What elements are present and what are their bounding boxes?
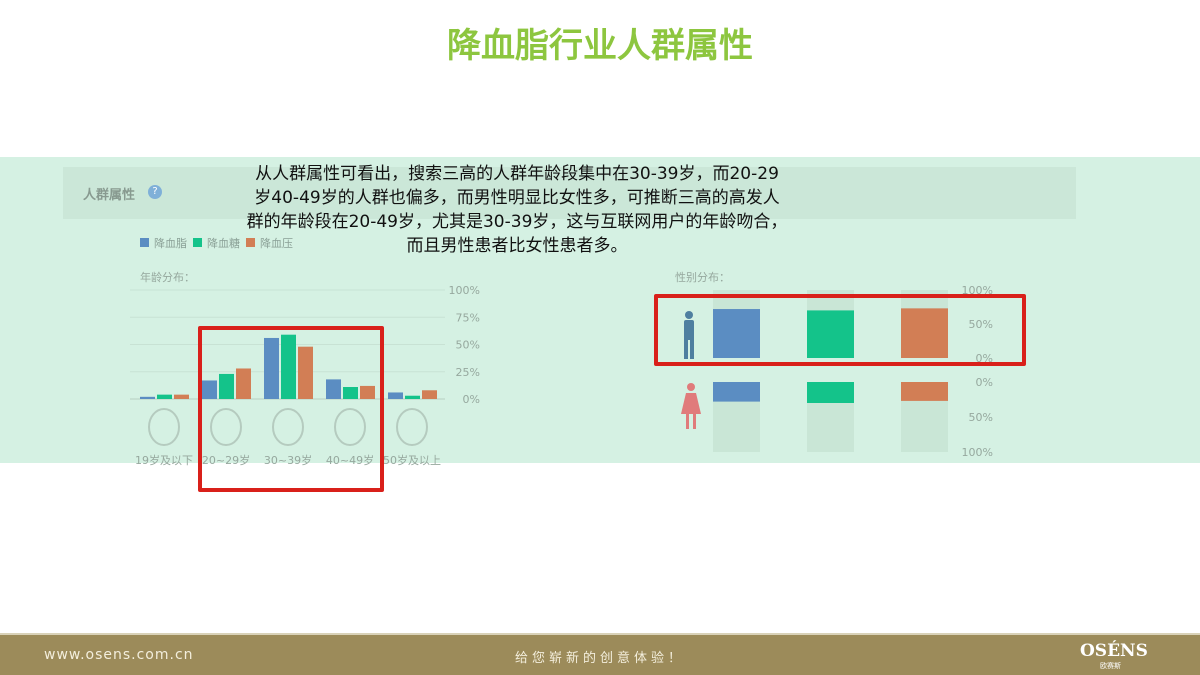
legend-swatch — [193, 238, 202, 247]
legend-item[interactable]: 降血糖 — [193, 235, 240, 251]
footer: www.osens.com.cn 给您崭新的创意体验！ OSÉNS 欧赛斯 — [0, 633, 1200, 675]
legend-swatch — [246, 238, 255, 247]
age-chart-title: 年龄分布： — [140, 271, 195, 284]
y-tick-label: 75% — [456, 311, 480, 324]
footer-slogan: 给您崭新的创意体验！ — [514, 651, 685, 666]
x-tick-label: 40~49岁 — [326, 453, 374, 467]
legend: 降血脂 降血糖 降血压 — [140, 235, 293, 251]
y-tick-label: 50% — [969, 318, 993, 331]
male-icon — [690, 336, 694, 359]
y-tick-label: 50% — [456, 339, 480, 352]
bar-降血糖 — [157, 394, 172, 399]
question-circle-icon[interactable]: ? — [148, 185, 162, 199]
male-bar-降血脂 — [713, 309, 760, 358]
male-icon — [684, 336, 688, 359]
young-man-face-icon — [210, 408, 242, 446]
male-bar-降血糖 — [807, 310, 854, 358]
bar-降血脂 — [140, 396, 155, 399]
footer-url[interactable]: www.osens.com.cn — [44, 647, 194, 663]
glasses-man-face-icon — [272, 408, 304, 446]
para-line: 岁40-49岁的人群也偏多，而男性明显比女性多，可推断三高的高发人 — [254, 188, 780, 208]
bar-降血压 — [236, 368, 251, 399]
legend-item[interactable]: 降血压 — [246, 235, 293, 251]
y-tick-label: 100% — [449, 284, 480, 297]
bar-降血脂 — [388, 392, 403, 399]
x-tick-label: 50岁及以上 — [383, 453, 441, 467]
bar-降血压 — [174, 394, 189, 399]
highlight-box-male — [654, 294, 1026, 366]
female-icon — [681, 393, 701, 414]
legend-label: 降血糖 — [207, 237, 240, 250]
slide-title: 降血脂行业人群属性 — [447, 26, 753, 66]
panel-header — [63, 167, 1076, 219]
female-bar-降血脂 — [713, 382, 760, 402]
female-icon — [693, 413, 696, 429]
y-tick-label: 100% — [962, 446, 993, 459]
x-tick-label: 19岁及以下 — [135, 453, 193, 467]
y-tick-label: 0% — [976, 376, 993, 389]
female-icon — [686, 413, 689, 429]
brand-logo-sub: 欧赛斯 — [1100, 662, 1121, 670]
x-tick-label: 30~39岁 — [264, 453, 312, 467]
y-tick-label: 0% — [976, 352, 993, 365]
bar-降血压 — [298, 346, 313, 399]
female-bar-降血糖 — [807, 382, 854, 403]
panel-label: 人群属性 — [83, 188, 136, 203]
summary-paragraph: 从人群属性可看出，搜索三高的人群年龄段集中在30-39岁，而20-29 岁40-… — [200, 162, 834, 258]
elderly-face-icon — [396, 408, 428, 446]
bar-降血脂 — [202, 380, 217, 399]
bar-降血压 — [360, 385, 375, 399]
male-icon — [685, 311, 693, 319]
para-line: 从人群属性可看出，搜索三高的人群年龄段集中在30-39岁，而20-29 — [255, 164, 779, 184]
legend-label: 降血脂 — [154, 237, 187, 250]
bar-降血糖 — [281, 334, 296, 399]
female-icon — [687, 383, 695, 391]
highlight-box-age — [198, 326, 384, 492]
child-face-icon — [148, 408, 180, 446]
y-tick-label: 0% — [463, 393, 480, 406]
bar-降血压 — [422, 390, 437, 399]
mustache-man-face-icon — [334, 408, 366, 446]
y-tick-label: 25% — [456, 366, 480, 379]
female-bar-降血压 — [901, 382, 948, 401]
bar-降血糖 — [343, 387, 358, 399]
bar-降血脂 — [264, 337, 279, 399]
legend-item[interactable]: 降血脂 — [140, 235, 187, 251]
x-tick-label: 20~29岁 — [202, 453, 250, 467]
bar-降血脂 — [326, 379, 341, 399]
y-tick-label: 100% — [962, 284, 993, 297]
bar-降血糖 — [219, 373, 234, 399]
brand-logo: OSÉNS — [1080, 641, 1148, 661]
legend-swatch — [140, 238, 149, 247]
para-line: 群的年龄段在20-49岁，尤其是30-39岁，这与互联网用户的年龄吻合， — [246, 212, 788, 232]
y-tick-label: 50% — [969, 411, 993, 424]
legend-label: 降血压 — [260, 237, 293, 250]
gender-chart-title: 性别分布： — [675, 271, 730, 284]
male-icon — [684, 320, 694, 340]
para-line: 而且男性患者比女性患者多。 — [406, 236, 628, 256]
male-bar-降血压 — [901, 308, 948, 358]
bar-降血糖 — [405, 395, 420, 399]
